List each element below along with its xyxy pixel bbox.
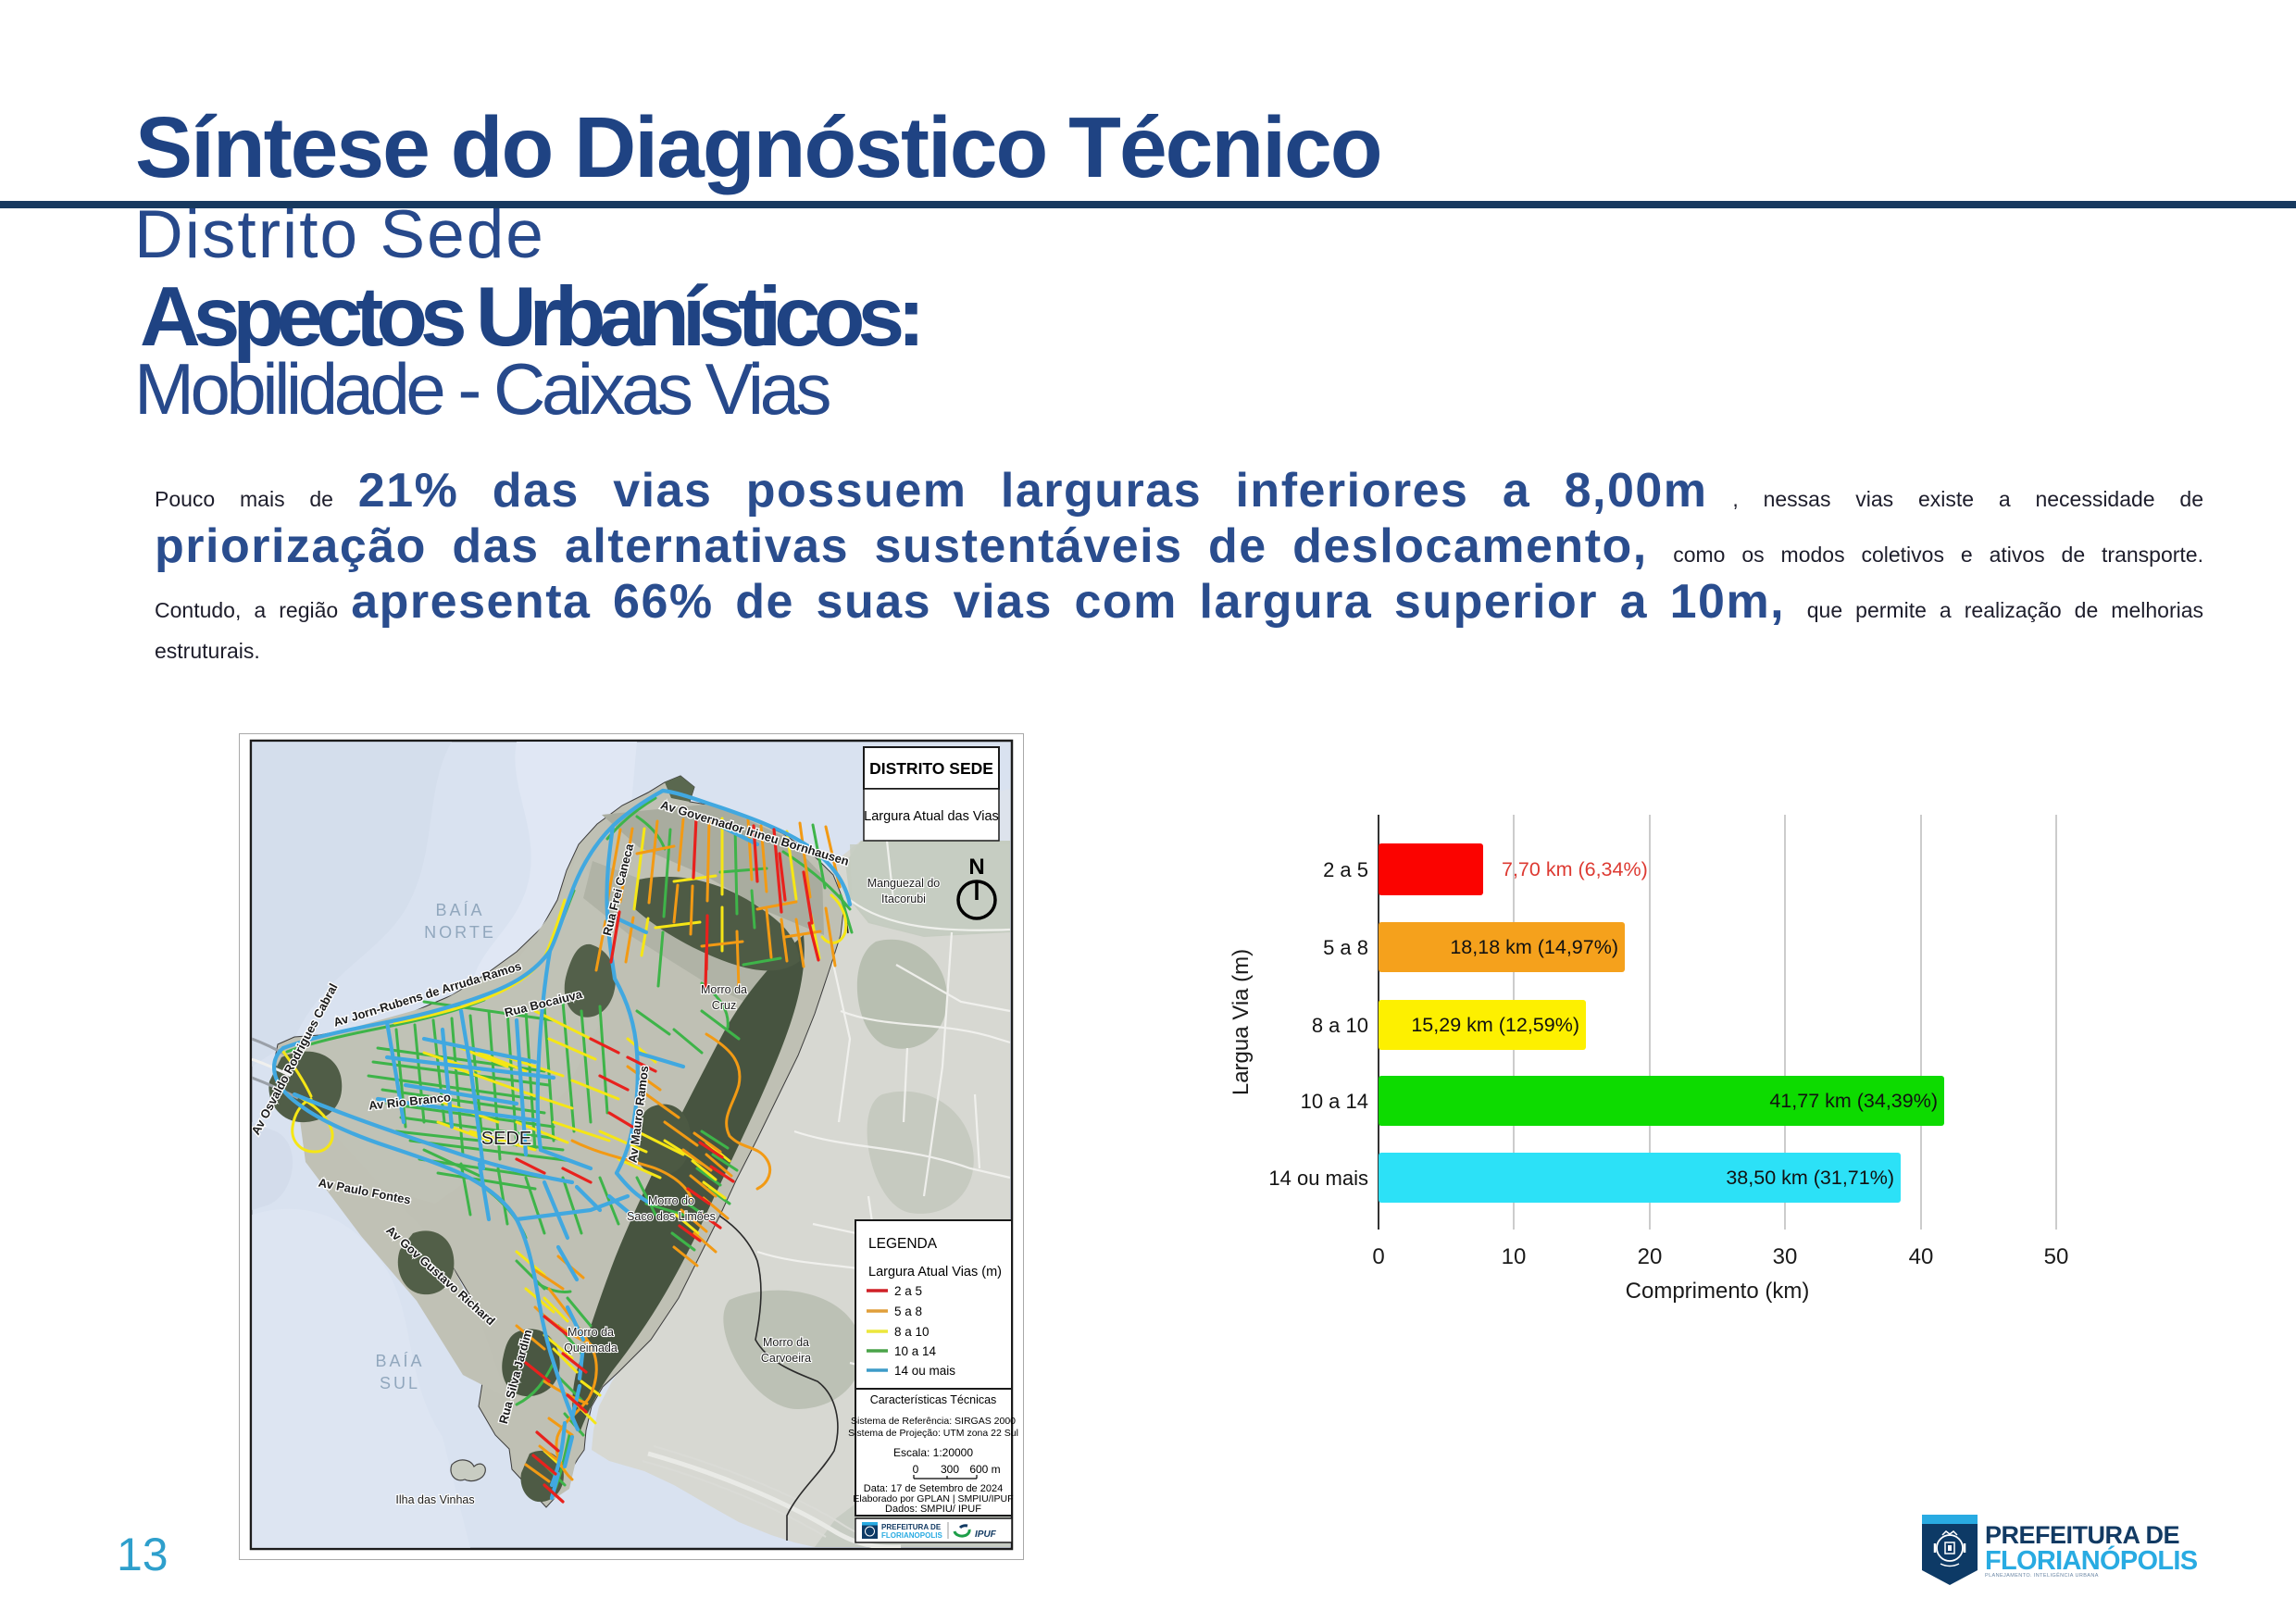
svg-text:0: 0	[913, 1463, 919, 1476]
svg-text:BAÍA: BAÍA	[375, 1352, 424, 1370]
svg-text:38,50 km (31,71%): 38,50 km (31,71%)	[1726, 1167, 1894, 1189]
svg-text:Saco dos Limões: Saco dos Limões	[627, 1210, 716, 1223]
svg-text:SEDE: SEDE	[481, 1129, 531, 1149]
svg-text:Carvoeira: Carvoeira	[761, 1352, 811, 1365]
svg-text:Manguezal do: Manguezal do	[867, 877, 941, 890]
svg-text:BAÍA: BAÍA	[435, 901, 484, 919]
svg-text:Itacorubi: Itacorubi	[881, 893, 926, 905]
svg-text:10 a 14: 10 a 14	[1301, 1090, 1368, 1113]
svg-text:5 a 8: 5 a 8	[1323, 936, 1368, 959]
svg-text:Cruz: Cruz	[712, 999, 736, 1012]
svg-text:41,77 km (34,39%): 41,77 km (34,39%)	[1769, 1090, 1938, 1112]
svg-text:Ilha das Vinhas: Ilha das Vinhas	[395, 1493, 474, 1506]
svg-text:300: 300	[941, 1463, 959, 1476]
svg-text:LEGENDA: LEGENDA	[868, 1236, 938, 1252]
svg-text:Comprimento (km): Comprimento (km)	[1626, 1279, 1810, 1304]
svg-text:30: 30	[1773, 1244, 1798, 1269]
svg-text:Queimada: Queimada	[564, 1342, 618, 1355]
svg-text:PLANEJAMENTO. INTELIGÊNCIA URB: PLANEJAMENTO. INTELIGÊNCIA URBANA	[1985, 1571, 2099, 1579]
svg-text:14 ou mais: 14 ou mais	[894, 1364, 955, 1378]
svg-text:7,70 km (6,34%): 7,70 km (6,34%)	[1502, 858, 1648, 880]
svg-text:Dados: SMPIU/ IPUF: Dados: SMPIU/ IPUF	[885, 1504, 981, 1515]
svg-text:Data: 17 de Setembro de 2024: Data: 17 de Setembro de 2024	[864, 1483, 1003, 1494]
svg-text:5 a 8: 5 a 8	[894, 1305, 922, 1318]
svg-text:NORTE: NORTE	[424, 923, 496, 942]
svg-text:8 a 10: 8 a 10	[1312, 1014, 1368, 1037]
svg-text:600 m: 600 m	[969, 1463, 1000, 1476]
svg-text:Escala: 1:20000: Escala: 1:20000	[893, 1446, 973, 1459]
svg-text:Elaborado por GPLAN | SMPIU/IP: Elaborado por GPLAN | SMPIU/IPUF	[853, 1493, 1013, 1504]
svg-text:PREFEITURA DE: PREFEITURA DE	[881, 1523, 942, 1531]
svg-text:Morro da: Morro da	[701, 983, 747, 996]
svg-text:15,29 km (12,59%): 15,29 km (12,59%)	[1411, 1014, 1579, 1036]
svg-text:N: N	[968, 855, 984, 880]
svg-text:Largura Atual Vias (m): Largura Atual Vias (m)	[868, 1265, 1002, 1280]
svg-text:FLORIANOPOLIS: FLORIANOPOLIS	[881, 1531, 942, 1540]
svg-text:PREFEITURA DE: PREFEITURA DE	[1985, 1521, 2179, 1549]
svg-text:40: 40	[1909, 1244, 1934, 1269]
svg-text:20: 20	[1638, 1244, 1663, 1269]
svg-text:2 a 5: 2 a 5	[1323, 858, 1368, 881]
svg-text:14 ou mais: 14 ou mais	[1268, 1167, 1368, 1190]
svg-text:10: 10	[1502, 1244, 1527, 1269]
svg-text:0: 0	[1372, 1244, 1384, 1269]
svg-text:50: 50	[2044, 1244, 2069, 1269]
svg-text:Características Técnicas: Características Técnicas	[870, 1393, 997, 1406]
svg-text:Morro da: Morro da	[568, 1326, 614, 1339]
svg-text:Largua Via (m): Largua Via (m)	[1229, 949, 1254, 1095]
svg-text:10 a 14: 10 a 14	[894, 1344, 937, 1358]
svg-text:Largura Atual das Vias: Largura Atual das Vias	[864, 809, 999, 824]
svg-text:Sistema de Referência: SIRGAS: Sistema de Referência: SIRGAS 2000	[851, 1416, 1016, 1427]
svg-text:Sistema de Projeção: UTM zona: Sistema de Projeção: UTM zona 22 Sul	[848, 1428, 1018, 1439]
svg-text:Morro do: Morro do	[648, 1194, 694, 1207]
svg-text:SUL: SUL	[380, 1374, 420, 1392]
svg-text:8 a 10: 8 a 10	[894, 1325, 930, 1339]
svg-text:FLORIANÓPOLIS: FLORIANÓPOLIS	[1985, 1544, 2198, 1576]
svg-text:2 a 5: 2 a 5	[894, 1284, 922, 1298]
svg-text:IPUF: IPUF	[975, 1529, 997, 1540]
svg-text:18,18 km (14,97%): 18,18 km (14,97%)	[1450, 936, 1618, 958]
svg-text:Morro da: Morro da	[763, 1336, 809, 1349]
svg-text:DISTRITO SEDE: DISTRITO SEDE	[869, 759, 993, 778]
